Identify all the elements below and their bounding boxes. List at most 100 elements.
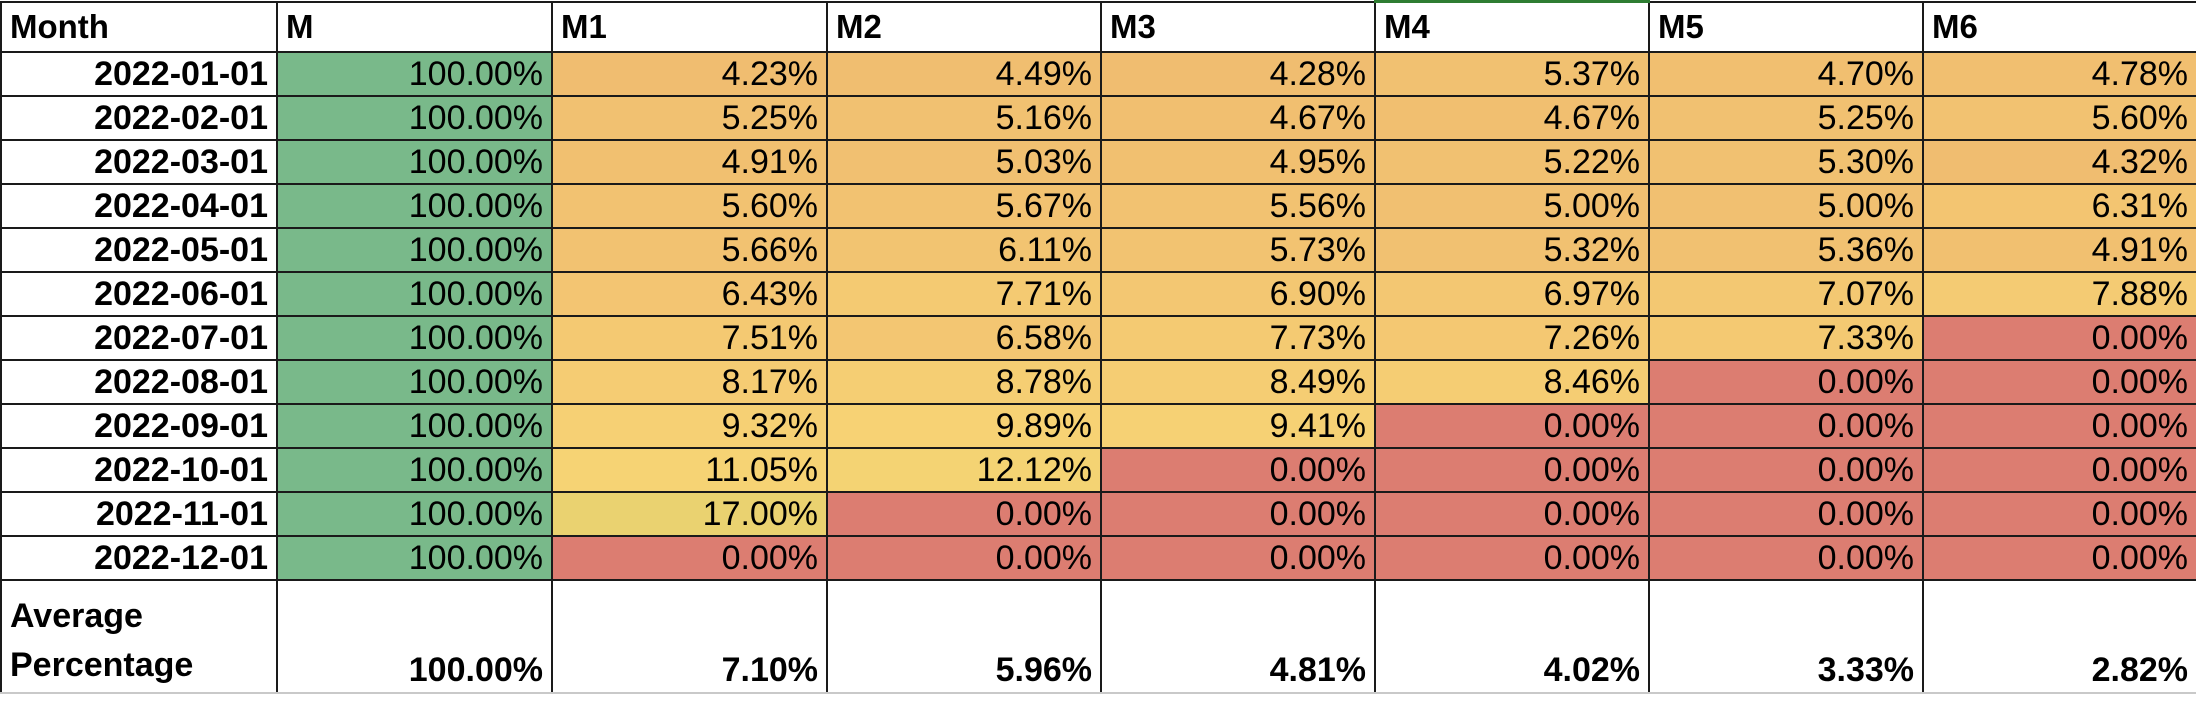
value-cell-m2[interactable]: 6.58% — [826, 315, 1102, 361]
value-cell-m6[interactable]: 0.00% — [1922, 447, 2196, 493]
value-cell-m2[interactable]: 5.16% — [826, 95, 1102, 141]
value-cell-m5[interactable]: 4.70% — [1648, 51, 1924, 97]
value-cell-m5[interactable]: 0.00% — [1648, 491, 1924, 537]
value-cell-m1[interactable]: 7.51% — [551, 315, 828, 361]
value-cell-m5[interactable]: 7.07% — [1648, 271, 1924, 317]
average-cell-m1[interactable]: 7.10% — [551, 579, 828, 694]
value-cell-m5[interactable]: 0.00% — [1648, 535, 1924, 581]
value-cell-m1[interactable]: 11.05% — [551, 447, 828, 493]
month-cell[interactable]: 2022-02-01 — [0, 95, 278, 141]
value-cell-m6[interactable]: 0.00% — [1922, 403, 2196, 449]
value-cell-m[interactable]: 100.00% — [276, 491, 553, 537]
value-cell-m[interactable]: 100.00% — [276, 51, 553, 97]
value-cell-m3[interactable]: 0.00% — [1100, 447, 1376, 493]
value-cell-m4[interactable]: 7.26% — [1374, 315, 1650, 361]
value-cell-m[interactable]: 100.00% — [276, 359, 553, 405]
value-cell-m6[interactable]: 4.91% — [1922, 227, 2196, 273]
value-cell-m2[interactable]: 0.00% — [826, 491, 1102, 537]
value-cell-m1[interactable]: 4.91% — [551, 139, 828, 185]
value-cell-m[interactable]: 100.00% — [276, 315, 553, 361]
value-cell-m4[interactable]: 5.00% — [1374, 183, 1650, 229]
value-cell-m5[interactable]: 0.00% — [1648, 359, 1924, 405]
month-cell[interactable]: 2022-12-01 — [0, 535, 278, 581]
header-cell-m3[interactable]: M3 — [1100, 0, 1376, 53]
value-cell-m3[interactable]: 7.73% — [1100, 315, 1376, 361]
value-cell-m4[interactable]: 0.00% — [1374, 447, 1650, 493]
value-cell-m4[interactable]: 8.46% — [1374, 359, 1650, 405]
value-cell-m6[interactable]: 4.78% — [1922, 51, 2196, 97]
value-cell-m5[interactable]: 0.00% — [1648, 447, 1924, 493]
value-cell-m4[interactable]: 0.00% — [1374, 491, 1650, 537]
average-cell-m3[interactable]: 4.81% — [1100, 579, 1376, 694]
value-cell-m2[interactable]: 4.49% — [826, 51, 1102, 97]
value-cell-m2[interactable]: 8.78% — [826, 359, 1102, 405]
value-cell-m3[interactable]: 8.49% — [1100, 359, 1376, 405]
month-cell[interactable]: 2022-08-01 — [0, 359, 278, 405]
value-cell-m4[interactable]: 4.67% — [1374, 95, 1650, 141]
value-cell-m[interactable]: 100.00% — [276, 535, 553, 581]
value-cell-m6[interactable]: 0.00% — [1922, 491, 2196, 537]
value-cell-m3[interactable]: 4.28% — [1100, 51, 1376, 97]
value-cell-m3[interactable]: 5.73% — [1100, 227, 1376, 273]
average-label-cell[interactable]: Average Percentage — [0, 579, 278, 694]
average-cell-m5[interactable]: 3.33% — [1648, 579, 1924, 694]
value-cell-m2[interactable]: 0.00% — [826, 535, 1102, 581]
value-cell-m2[interactable]: 7.71% — [826, 271, 1102, 317]
value-cell-m5[interactable]: 0.00% — [1648, 403, 1924, 449]
value-cell-m[interactable]: 100.00% — [276, 139, 553, 185]
value-cell-m1[interactable]: 5.66% — [551, 227, 828, 273]
month-cell[interactable]: 2022-11-01 — [0, 491, 278, 537]
value-cell-m[interactable]: 100.00% — [276, 183, 553, 229]
value-cell-m3[interactable]: 4.95% — [1100, 139, 1376, 185]
month-cell[interactable]: 2022-06-01 — [0, 271, 278, 317]
value-cell-m3[interactable]: 4.67% — [1100, 95, 1376, 141]
value-cell-m6[interactable]: 0.00% — [1922, 315, 2196, 361]
value-cell-m3[interactable]: 0.00% — [1100, 491, 1376, 537]
value-cell-m6[interactable]: 4.32% — [1922, 139, 2196, 185]
value-cell-m6[interactable]: 0.00% — [1922, 359, 2196, 405]
value-cell-m[interactable]: 100.00% — [276, 227, 553, 273]
value-cell-m6[interactable]: 7.88% — [1922, 271, 2196, 317]
header-cell-m4[interactable]: M4 — [1374, 0, 1650, 53]
value-cell-m2[interactable]: 5.03% — [826, 139, 1102, 185]
value-cell-m4[interactable]: 0.00% — [1374, 403, 1650, 449]
value-cell-m5[interactable]: 5.25% — [1648, 95, 1924, 141]
value-cell-m2[interactable]: 9.89% — [826, 403, 1102, 449]
value-cell-m4[interactable]: 5.37% — [1374, 51, 1650, 97]
value-cell-m5[interactable]: 5.30% — [1648, 139, 1924, 185]
month-cell[interactable]: 2022-04-01 — [0, 183, 278, 229]
value-cell-m[interactable]: 100.00% — [276, 95, 553, 141]
value-cell-m2[interactable]: 12.12% — [826, 447, 1102, 493]
value-cell-m[interactable]: 100.00% — [276, 403, 553, 449]
header-cell-m6[interactable]: M6 — [1922, 0, 2196, 53]
value-cell-m1[interactable]: 8.17% — [551, 359, 828, 405]
header-cell-month[interactable]: Month — [0, 0, 278, 53]
value-cell-m3[interactable]: 6.90% — [1100, 271, 1376, 317]
value-cell-m4[interactable]: 0.00% — [1374, 535, 1650, 581]
value-cell-m1[interactable]: 0.00% — [551, 535, 828, 581]
value-cell-m3[interactable]: 5.56% — [1100, 183, 1376, 229]
value-cell-m1[interactable]: 9.32% — [551, 403, 828, 449]
value-cell-m5[interactable]: 5.00% — [1648, 183, 1924, 229]
value-cell-m2[interactable]: 5.67% — [826, 183, 1102, 229]
value-cell-m1[interactable]: 17.00% — [551, 491, 828, 537]
value-cell-m[interactable]: 100.00% — [276, 271, 553, 317]
value-cell-m1[interactable]: 5.25% — [551, 95, 828, 141]
value-cell-m1[interactable]: 5.60% — [551, 183, 828, 229]
value-cell-m3[interactable]: 9.41% — [1100, 403, 1376, 449]
header-cell-m2[interactable]: M2 — [826, 0, 1102, 53]
value-cell-m6[interactable]: 6.31% — [1922, 183, 2196, 229]
value-cell-m6[interactable]: 0.00% — [1922, 535, 2196, 581]
value-cell-m5[interactable]: 5.36% — [1648, 227, 1924, 273]
value-cell-m2[interactable]: 6.11% — [826, 227, 1102, 273]
value-cell-m6[interactable]: 5.60% — [1922, 95, 2196, 141]
value-cell-m1[interactable]: 4.23% — [551, 51, 828, 97]
average-cell-m6[interactable]: 2.82% — [1922, 579, 2196, 694]
month-cell[interactable]: 2022-07-01 — [0, 315, 278, 361]
value-cell-m3[interactable]: 0.00% — [1100, 535, 1376, 581]
month-cell[interactable]: 2022-01-01 — [0, 51, 278, 97]
value-cell-m4[interactable]: 5.32% — [1374, 227, 1650, 273]
value-cell-m[interactable]: 100.00% — [276, 447, 553, 493]
month-cell[interactable]: 2022-05-01 — [0, 227, 278, 273]
value-cell-m5[interactable]: 7.33% — [1648, 315, 1924, 361]
